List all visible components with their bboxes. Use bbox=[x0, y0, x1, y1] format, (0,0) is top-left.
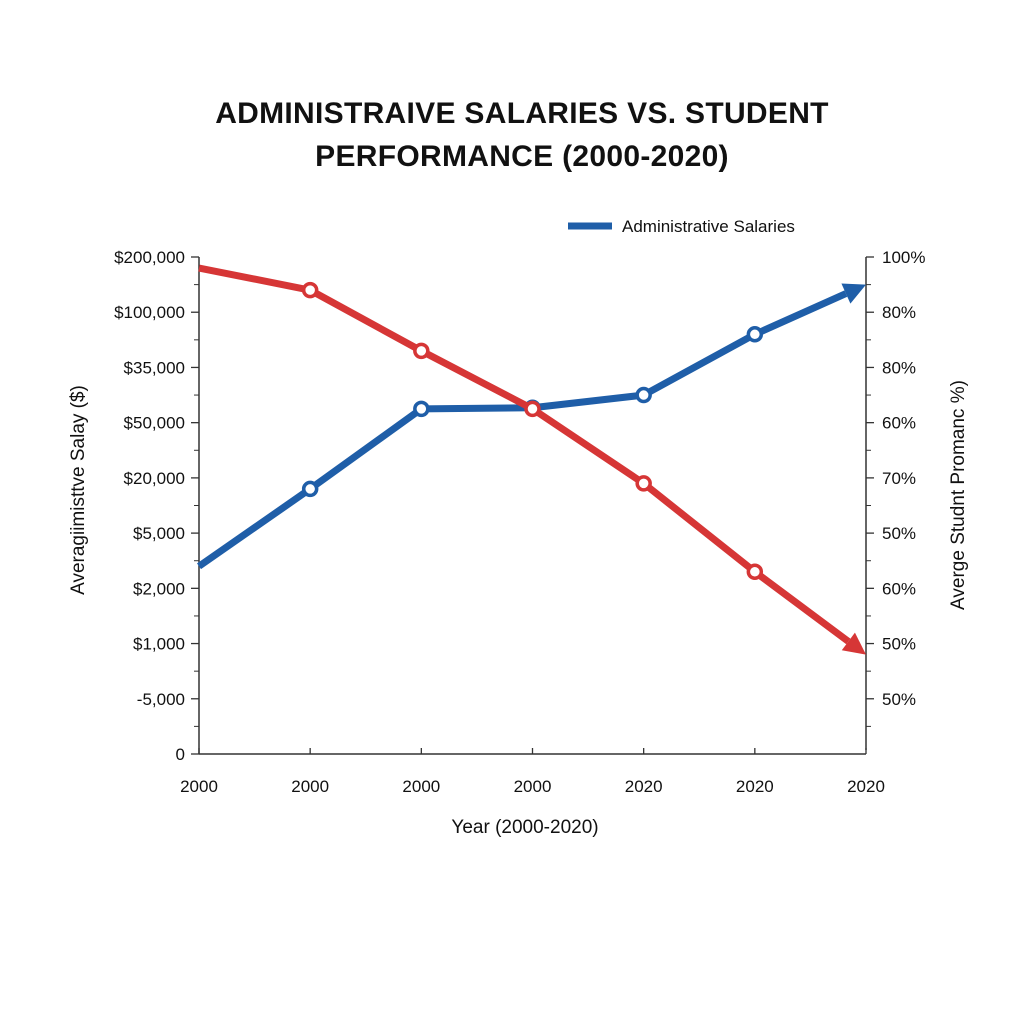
x-tick-label: 2000 bbox=[291, 777, 329, 796]
y-left-tick-label: $100,000 bbox=[114, 303, 185, 322]
data-point-administrative-salaries bbox=[746, 326, 764, 343]
y-right-tick-label: 50% bbox=[882, 635, 916, 654]
legend: Administrative Salaries bbox=[568, 217, 795, 236]
y-right-tick-label: 80% bbox=[882, 303, 916, 322]
y-left-tick-label: $2,000 bbox=[133, 579, 185, 598]
legend-label-administrative-salaries: Administrative Salaries bbox=[622, 217, 795, 236]
y-left-tick-label: $20,000 bbox=[124, 469, 185, 488]
x-tick-label: 2020 bbox=[736, 777, 774, 796]
data-point-student-performance bbox=[301, 281, 319, 299]
y-right-tick-label: 60% bbox=[882, 579, 916, 598]
y-right-tick-label: 50% bbox=[882, 690, 916, 709]
y-axis-right-label: Averge Studnt Promanc %) bbox=[948, 380, 969, 610]
y-left-tick-label: 0 bbox=[176, 745, 185, 764]
x-tick-label: 2020 bbox=[625, 777, 663, 796]
y-right-tick-label: 100% bbox=[882, 248, 925, 267]
series-student-performance bbox=[198, 264, 866, 655]
y-right-tick-label: 60% bbox=[882, 414, 916, 433]
chart-title-line-1: ADMINISTRAIVE SALARIES VS. STUDENT bbox=[215, 97, 829, 130]
data-point-administrative-salaries bbox=[635, 386, 652, 404]
y-axis-left-label: Averagiimisttve Salay ($) bbox=[68, 385, 89, 595]
x-tick-label: 2000 bbox=[402, 777, 440, 796]
y-right-tick-label: 80% bbox=[882, 358, 916, 377]
arrow-head-icon bbox=[841, 283, 866, 304]
data-point-student-performance bbox=[635, 475, 652, 492]
y-left-tick-label: $200,000 bbox=[114, 248, 185, 267]
data-point-student-performance bbox=[524, 400, 541, 418]
x-tick-label: 2020 bbox=[847, 777, 885, 796]
axes: 0 -5,000 $1,000 $2,000 $5,000 $20,000 $50,000 $… bbox=[114, 248, 925, 796]
y-left-tick-label: $5,000 bbox=[133, 524, 185, 543]
y-left-tick-label: $35,000 bbox=[124, 358, 185, 377]
series-lines bbox=[197, 264, 866, 655]
y-right-tick-label: 70% bbox=[882, 469, 916, 488]
data-point-student-performance bbox=[413, 342, 430, 360]
arrow-head-icon bbox=[841, 632, 866, 655]
x-tick-label: 2000 bbox=[514, 777, 552, 796]
x-axis-label: Year (2000-2020) bbox=[451, 817, 598, 838]
data-point-student-performance bbox=[746, 563, 764, 581]
data-point-administrative-salaries bbox=[413, 400, 430, 418]
chart-title-line-2: PERFORMANCE (2000-2020) bbox=[315, 140, 729, 173]
data-point-administrative-salaries bbox=[301, 480, 319, 498]
x-tick-label: 2000 bbox=[180, 777, 218, 796]
y-left-tick-label: -5,000 bbox=[137, 690, 185, 709]
y-left-tick-label: $1,000 bbox=[133, 635, 185, 654]
series-administrative-salaries bbox=[197, 283, 866, 570]
series-line-student-performance bbox=[198, 264, 851, 645]
y-left-tick-label: $50,000 bbox=[124, 414, 185, 433]
chart-title: ADMINISTRAIVE SALARIES VS. STUDENT PERFO… bbox=[0, 92, 1024, 178]
y-right-tick-label: 50% bbox=[882, 524, 916, 543]
